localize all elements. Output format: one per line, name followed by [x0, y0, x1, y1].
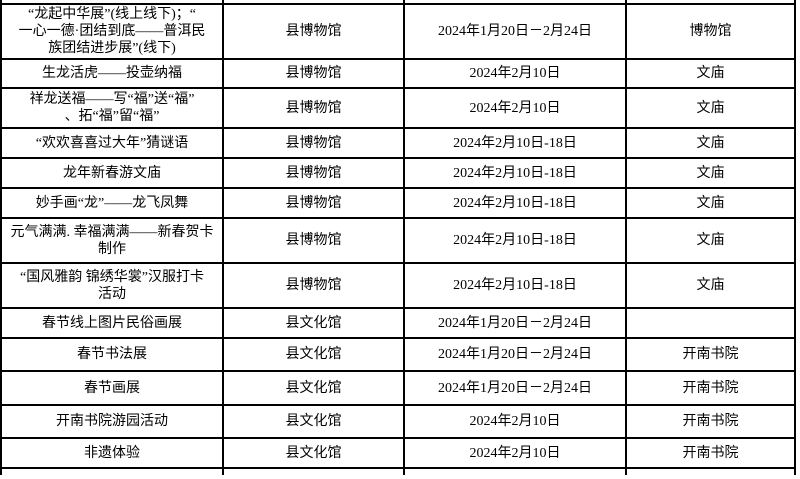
cell-organizer: 县博物馆 — [222, 157, 405, 189]
table-row: 龙年新春游文庙 县博物馆 2024年2月10日-18日 文庙 — [0, 157, 796, 189]
cell-empty — [222, 0, 405, 5]
table-row: 春节线上图片民俗画展 县文化馆 2024年1月20日－2月24日 — [0, 307, 796, 339]
cell-date: 2024年1月20日－2月24日 — [403, 307, 627, 339]
cell-activity: 开南书院游园活动 — [0, 404, 224, 439]
cell-location: 文庙 — [625, 58, 796, 89]
cell-organizer: 县博物馆 — [222, 87, 405, 129]
cell-date: 2024年2月10日-18日 — [403, 262, 627, 309]
cell-location: 开南书院 — [625, 370, 796, 406]
cell-location: 博物馆 — [625, 3, 796, 60]
cell-location: 文庙 — [625, 217, 796, 264]
cell-date: 2024年2月10日 — [403, 87, 627, 129]
cell-organizer: 县博物馆 — [222, 3, 405, 60]
cell-organizer: 县文化馆 — [222, 337, 405, 372]
table-row: 元气满满. 幸福满满——新春贺卡 制作 县博物馆 2024年2月10日-18日 … — [0, 217, 796, 264]
cell-location: 开南书院 — [625, 437, 796, 469]
cell-date: 2024年1月20日－2月24日 — [403, 370, 627, 406]
table-row: “龙起中华展”(线上线下)；“ 一心一德·团结到底——普洱民 族团结进步展”(线… — [0, 3, 796, 60]
cell-activity: “欢欢喜喜过大年”猜谜语 — [0, 127, 224, 159]
cell-location: 文庙 — [625, 127, 796, 159]
cell-activity: 生龙活虎——投壶纳福 — [0, 58, 224, 89]
table-row: “欢欢喜喜过大年”猜谜语 县博物馆 2024年2月10日-18日 文庙 — [0, 127, 796, 159]
cell-empty — [625, 0, 796, 5]
cell-date: 2024年2月10日-18日 — [403, 217, 627, 264]
cell-activity: 春节画展 — [0, 370, 224, 406]
cell-date: 2024年1月20日－2月24日 — [403, 3, 627, 60]
cell-empty — [403, 467, 627, 475]
cell-activity: 元气满满. 幸福满满——新春贺卡 制作 — [0, 217, 224, 264]
cell-location: 文庙 — [625, 262, 796, 309]
cell-organizer: 县博物馆 — [222, 262, 405, 309]
cell-organizer: 县博物馆 — [222, 217, 405, 264]
table-row-partial-top — [0, 0, 796, 5]
cell-empty — [625, 467, 796, 475]
cell-organizer: 县文化馆 — [222, 404, 405, 439]
table-row: 非遗体验 县文化馆 2024年2月10日 开南书院 — [0, 437, 796, 469]
cell-location: 文庙 — [625, 87, 796, 129]
cell-organizer: 县文化馆 — [222, 307, 405, 339]
cell-location: 文庙 — [625, 157, 796, 189]
cell-empty — [222, 467, 405, 475]
cell-date: 2024年2月10日 — [403, 58, 627, 89]
cell-activity: 祥龙送福——写“福”送“福” 、拓“福”留“福” — [0, 87, 224, 129]
cell-activity: 龙年新春游文庙 — [0, 157, 224, 189]
cell-organizer: 县文化馆 — [222, 370, 405, 406]
cell-date: 2024年2月10日-18日 — [403, 187, 627, 219]
cell-activity: “国风雅韵 锦绣华裳”汉服打卡 活动 — [0, 262, 224, 309]
cell-activity: 非遗体验 — [0, 437, 224, 469]
cell-activity: “龙起中华展”(线上线下)；“ 一心一德·团结到底——普洱民 族团结进步展”(线… — [0, 3, 224, 60]
cell-date: 2024年2月10日 — [403, 404, 627, 439]
cell-location: 开南书院 — [625, 404, 796, 439]
cell-empty — [0, 0, 224, 5]
table-row: 妙手画“龙”——龙飞凤舞 县博物馆 2024年2月10日-18日 文庙 — [0, 187, 796, 219]
cell-organizer: 县博物馆 — [222, 187, 405, 219]
table-row: 春节书法展 县文化馆 2024年1月20日－2月24日 开南书院 — [0, 337, 796, 372]
table-row-partial-bottom — [0, 467, 796, 475]
table-row: 祥龙送福——写“福”送“福” 、拓“福”留“福” 县博物馆 2024年2月10日… — [0, 87, 796, 129]
cell-location: 文庙 — [625, 187, 796, 219]
cell-activity: 春节线上图片民俗画展 — [0, 307, 224, 339]
cell-activity: 妙手画“龙”——龙飞凤舞 — [0, 187, 224, 219]
cell-organizer: 县博物馆 — [222, 127, 405, 159]
table-row: 春节画展 县文化馆 2024年1月20日－2月24日 开南书院 — [0, 370, 796, 406]
cell-empty — [0, 467, 224, 475]
cell-date: 2024年2月10日 — [403, 437, 627, 469]
cell-date: 2024年2月10日-18日 — [403, 127, 627, 159]
table-row: “国风雅韵 锦绣华裳”汉服打卡 活动 县博物馆 2024年2月10日-18日 文… — [0, 262, 796, 309]
cell-organizer: 县博物馆 — [222, 58, 405, 89]
cell-date: 2024年2月10日-18日 — [403, 157, 627, 189]
cell-empty — [403, 0, 627, 5]
table-row: 开南书院游园活动 县文化馆 2024年2月10日 开南书院 — [0, 404, 796, 439]
table-row: 生龙活虎——投壶纳福 县博物馆 2024年2月10日 文庙 — [0, 58, 796, 89]
cell-activity: 春节书法展 — [0, 337, 224, 372]
cell-date: 2024年1月20日－2月24日 — [403, 337, 627, 372]
cell-location — [625, 307, 796, 339]
cell-organizer: 县文化馆 — [222, 437, 405, 469]
cell-location: 开南书院 — [625, 337, 796, 372]
